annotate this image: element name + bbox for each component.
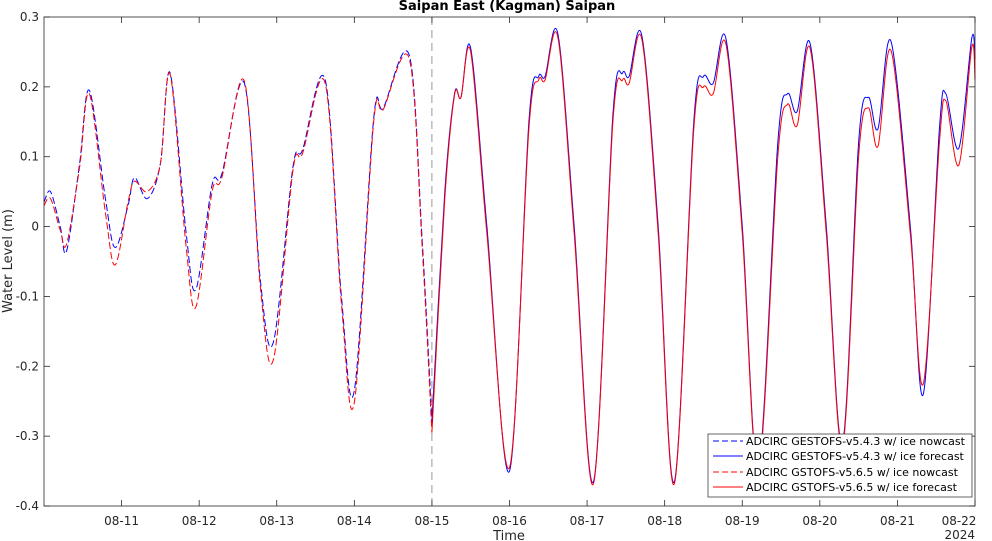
series-line	[43, 53, 433, 433]
legend-item: ADCIRC GESTOFS-v5.4.3 w/ ice forecast	[713, 450, 965, 463]
legend-label: ADCIRC GESTOFS-v5.4.3 w/ ice forecast	[746, 450, 965, 463]
x-tick-label: 08-16	[492, 514, 527, 528]
x-axis-title: Time	[492, 529, 525, 541]
x-tick-label: 08-19	[725, 514, 760, 528]
chart-title: Saipan East (Kagman) Saipan	[399, 0, 616, 14]
x-tick-label: 08-14	[337, 514, 372, 528]
x-tick-label: 08-12	[182, 514, 217, 528]
x-tick-label: 08-17	[570, 514, 605, 528]
x-tick-label: 08-20	[802, 514, 837, 528]
x-tick-label: 08-15	[414, 514, 449, 528]
series-layer	[43, 28, 976, 486]
legend-item: ADCIRC GSTOFS-v5.6.5 w/ ice nowcast	[713, 466, 959, 479]
x-tick-label: 08-11	[104, 514, 139, 528]
x-axis: 08-11 08-12 08-13 08-14 08-15 08-16 08-17 08-18…	[104, 17, 976, 528]
x-tick-label: 08-22	[942, 514, 977, 528]
legend-item: ADCIRC GESTOFS-v5.4.3 w/ ice nowcast	[713, 435, 966, 448]
y-tick-label: -0.4	[16, 499, 39, 513]
series-line	[431, 31, 976, 486]
y-tick-label: 0.1	[20, 150, 39, 164]
y-axis: -0.4 -0.3 -0.2 -0.1 0 0.1 0.2 0.3	[16, 10, 975, 513]
x-tick-label: 08-21	[880, 514, 915, 528]
legend-label: ADCIRC GSTOFS-v5.6.5 w/ ice nowcast	[746, 466, 959, 479]
legend: ADCIRC GESTOFS-v5.4.3 w/ ice nowcast ADC…	[707, 433, 973, 498]
x-tick-label: 08-18	[647, 514, 682, 528]
legend-item: ADCIRC GSTOFS-v5.6.5 w/ ice forecast	[713, 481, 958, 494]
y-tick-label: 0.3	[20, 10, 39, 24]
y-tick-label: 0	[31, 220, 39, 234]
y-tick-label: -0.3	[16, 429, 39, 443]
plot-area	[44, 17, 975, 506]
legend-box	[707, 433, 973, 498]
y-tick-label: 0.2	[20, 80, 39, 94]
legend-label: ADCIRC GSTOFS-v5.6.5 w/ ice forecast	[746, 481, 958, 494]
y-tick-label: -0.1	[16, 289, 39, 303]
y-tick-label: -0.2	[16, 359, 39, 373]
x-axis-year-label: 2024	[944, 528, 975, 541]
legend-label: ADCIRC GESTOFS-v5.4.3 w/ ice nowcast	[746, 435, 966, 448]
x-tick-label: 08-13	[259, 514, 294, 528]
y-axis-title: Water Level (m)	[1, 209, 16, 313]
